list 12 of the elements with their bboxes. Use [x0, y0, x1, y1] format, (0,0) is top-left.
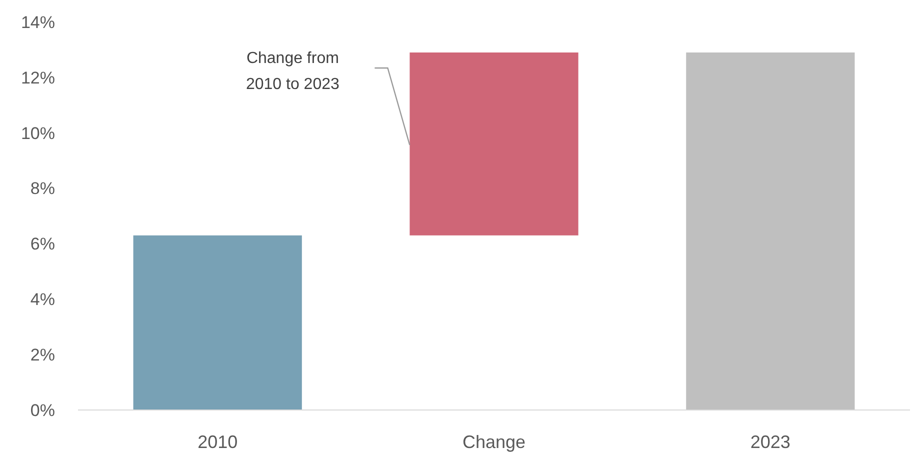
- y-tick-label: 4%: [30, 290, 55, 310]
- y-tick-label: 2%: [30, 346, 55, 365]
- annotation: Change from 2010 to 2023: [246, 50, 340, 93]
- x-tick-label: 2023: [750, 432, 790, 452]
- x-tick-label: Change: [462, 432, 526, 452]
- y-tick-label: 12%: [20, 68, 55, 88]
- x-tick-label: 2010: [198, 432, 238, 452]
- y-tick-label: 10%: [20, 124, 55, 143]
- y-tick-label: 6%: [30, 234, 55, 254]
- y-tick-label: 14%: [20, 12, 55, 32]
- y-tick-label: 8%: [30, 179, 55, 198]
- y-tick-label: 0%: [30, 400, 55, 420]
